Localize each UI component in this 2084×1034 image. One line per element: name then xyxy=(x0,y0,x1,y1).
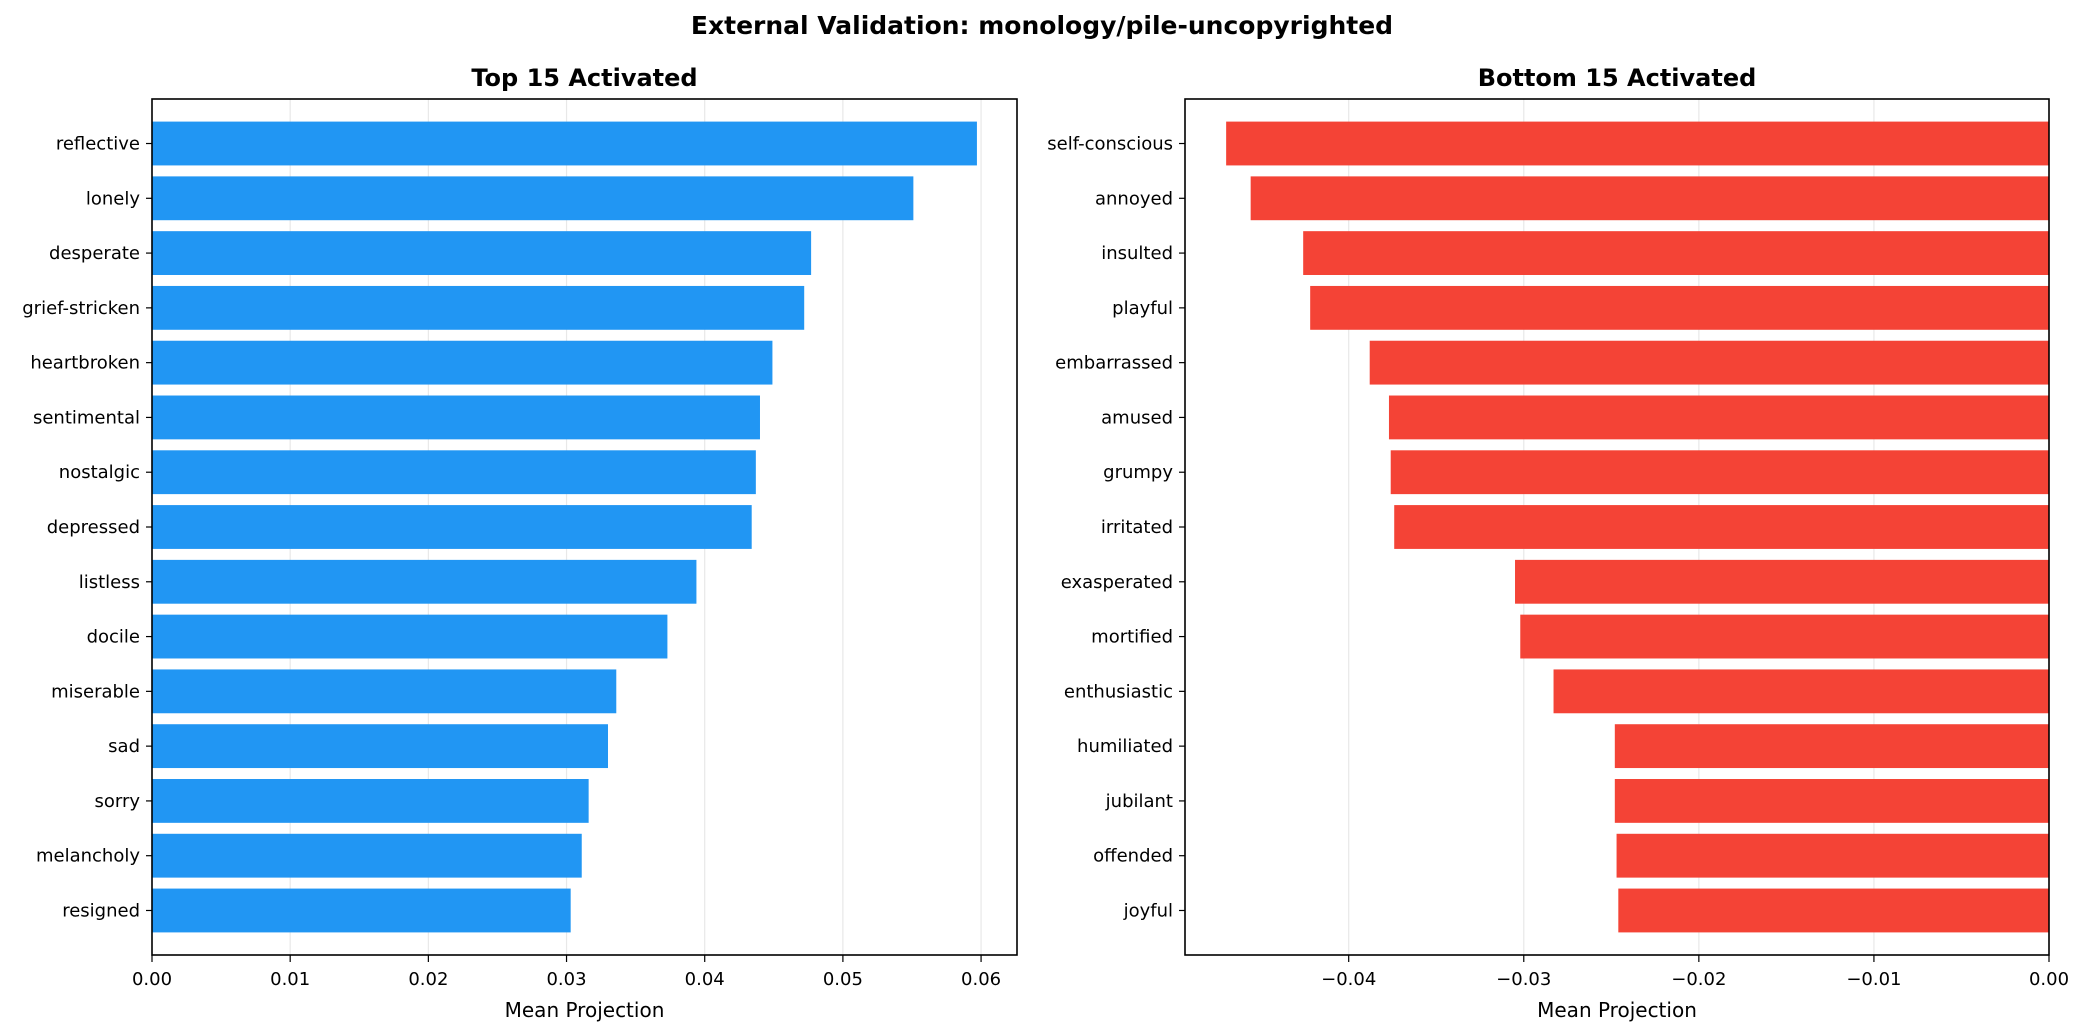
bottom-activated-category-label: exasperated xyxy=(1061,572,1173,593)
top-activated-bar xyxy=(152,450,756,495)
top-activated-bar xyxy=(152,559,697,604)
bottom-activated-bar xyxy=(1616,833,2049,878)
bottom-activated-xtick-label: −0.01 xyxy=(1846,969,1901,990)
bottom-activated-bar xyxy=(1520,614,2049,659)
top-activated-category-label: melancholy xyxy=(36,846,140,867)
bottom-activated-bar xyxy=(1310,285,2049,330)
bottom-activated-category-label: self-conscious xyxy=(1047,134,1173,155)
bottom-activated-xaxis-label: Mean Projection xyxy=(1537,998,1697,1022)
bottom-activated-bar xyxy=(1618,888,2049,933)
bottom-activated-category-label: offended xyxy=(1093,846,1173,867)
bottom-activated-xtick-label: −0.02 xyxy=(1671,969,1726,990)
bottom-activated-axes-frame xyxy=(1184,98,2050,956)
top-activated-bar xyxy=(152,340,773,385)
top-activated-xaxis-label: Mean Projection xyxy=(505,998,665,1022)
bottom-activated-category-label: amused xyxy=(1101,407,1173,428)
figure-title: External Validation: monology/pile-uncop… xyxy=(691,11,1393,40)
bottom-activated-category-label: mortified xyxy=(1091,627,1173,648)
bottom-activated-bar xyxy=(1390,450,2049,495)
top-activated-category-label: depressed xyxy=(47,517,140,538)
top-activated-category-label: docile xyxy=(87,627,140,648)
top-activated-category-label: sorry xyxy=(94,791,140,812)
bottom-activated-category-label: humiliated xyxy=(1077,736,1173,757)
bottom-activated-bar xyxy=(1515,559,2049,604)
top-activated-bar xyxy=(152,724,608,769)
top-activated-category-label: miserable xyxy=(51,681,140,702)
top-activated-xtick-label: 0.01 xyxy=(270,969,310,990)
top-activated-category-label: grief-stricken xyxy=(22,298,140,319)
top-activated-bar xyxy=(152,833,582,878)
bottom-activated-title: Bottom 15 Activated xyxy=(1478,64,1757,92)
bottom-activated-category-label: jubilant xyxy=(1105,791,1173,812)
bottom-activated-bar xyxy=(1250,176,2049,221)
bottom-activated-bar xyxy=(1614,779,2049,823)
top-activated-panel: reflective lonely desperate grief-stricken h… xyxy=(22,64,1018,1022)
top-activated-bar xyxy=(152,614,668,659)
top-activated-bar xyxy=(152,888,571,933)
top-activated-title: Top 15 Activated xyxy=(471,64,697,92)
top-activated-category-label: reflective xyxy=(56,134,140,155)
bottom-activated-category-label: playful xyxy=(1112,298,1173,319)
top-activated-category-label: nostalgic xyxy=(59,462,140,483)
top-activated-xtick-label: 0.03 xyxy=(546,969,586,990)
top-activated-category-label: sad xyxy=(108,736,140,757)
top-activated-axes-frame xyxy=(151,98,1018,956)
top-activated-category-label: sentimental xyxy=(33,407,140,428)
bottom-activated-bar xyxy=(1226,121,2049,166)
bottom-activated-category-label: insulted xyxy=(1101,243,1173,264)
bottom-activated-category-label: joyful xyxy=(1123,900,1173,921)
top-activated-xtick-label: 0.02 xyxy=(408,969,448,990)
bottom-activated-bar xyxy=(1394,505,2049,549)
top-activated-category-label: desperate xyxy=(49,243,140,264)
bottom-activated-bar xyxy=(1614,724,2049,769)
bottom-activated-bar xyxy=(1388,395,2049,440)
top-activated-xtick-label: 0.05 xyxy=(823,969,863,990)
top-activated-bar xyxy=(152,285,805,330)
top-activated-bar xyxy=(152,779,589,823)
bottom-activated-category-label: embarrassed xyxy=(1055,353,1173,374)
top-activated-bar xyxy=(152,176,914,221)
top-activated-category-label: resigned xyxy=(62,900,140,921)
bottom-activated-bar xyxy=(1553,669,2049,714)
top-activated-bar xyxy=(152,231,812,275)
bottom-activated-xtick-label: −0.03 xyxy=(1496,969,1551,990)
top-activated-bar xyxy=(152,505,752,549)
bottom-activated-bar xyxy=(1303,231,2049,275)
top-activated-xtick-label: 0.04 xyxy=(685,969,725,990)
bottom-activated-category-label: enthusiastic xyxy=(1064,681,1173,702)
bottom-activated-category-label: annoyed xyxy=(1095,188,1173,209)
bottom-activated-bar xyxy=(1369,340,2049,385)
top-activated-bar xyxy=(152,669,617,714)
top-activated-category-label: listless xyxy=(79,572,140,593)
bottom-activated-category-label: grumpy xyxy=(1103,462,1173,483)
top-activated-xtick-label: 0.00 xyxy=(132,969,172,990)
top-activated-category-label: heartbroken xyxy=(30,353,140,374)
top-activated-bar xyxy=(152,121,977,166)
bottom-activated-panel: self-conscious annoyed insulted playful emba… xyxy=(1047,64,2069,1022)
bottom-activated-category-label: irritated xyxy=(1101,517,1173,538)
top-activated-bar xyxy=(152,395,760,440)
bottom-activated-xtick-label: 0.00 xyxy=(2029,969,2069,990)
top-activated-xtick-label: 0.06 xyxy=(961,969,1001,990)
bottom-activated-xtick-label: −0.04 xyxy=(1321,969,1376,990)
top-activated-category-label: lonely xyxy=(86,188,140,209)
